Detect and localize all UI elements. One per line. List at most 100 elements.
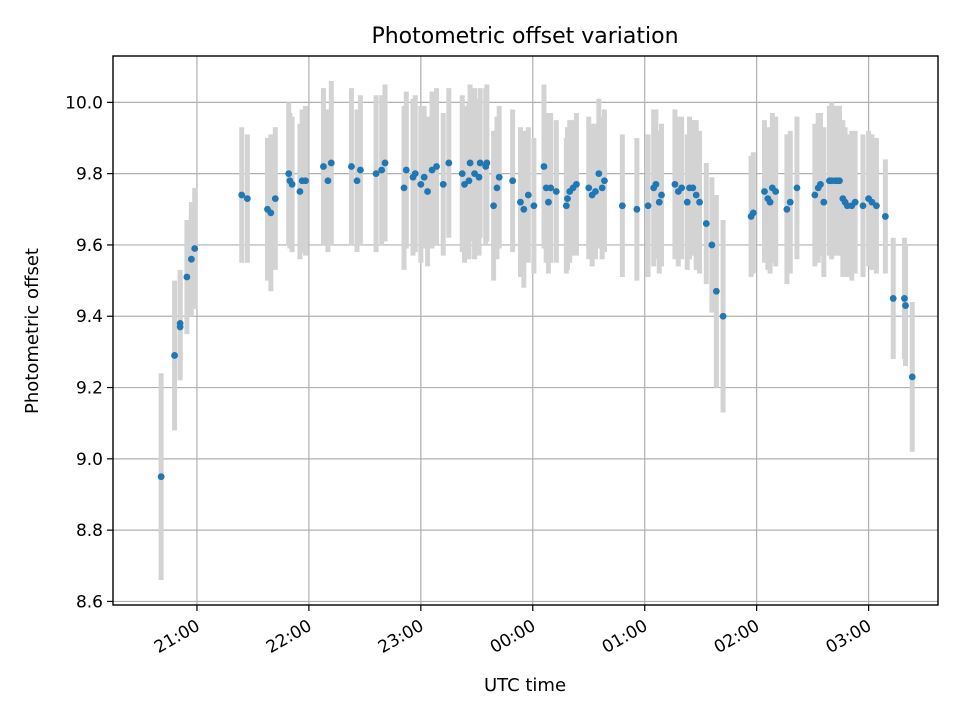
x-axis-label: UTC time [484,675,566,696]
data-point [327,159,335,167]
data-point [598,184,606,192]
chart-title: Photometric offset variation [371,24,678,49]
y-tick-label: 8.6 [76,592,103,612]
y-axis-label: Photometric offset [22,248,43,414]
y-tick-label: 9.6 [76,236,103,256]
data-point [372,170,380,178]
data-point [420,173,428,181]
data-point [881,213,889,220]
x-axis-ticks: 21:00 22:00 23:00 00:00 01:00 02:00 03:00 [151,605,875,658]
data-point [191,245,199,252]
data-point [552,188,560,195]
data-point [509,177,517,185]
x-tick-label: 01:00 [599,616,651,658]
y-tick-label: 9.0 [76,450,103,470]
error-bars [158,80,915,581]
data-point [820,198,828,206]
data-point [475,173,483,181]
data-point [564,195,571,202]
data-point [483,159,491,167]
data-point [696,198,703,206]
data-point [683,198,691,206]
data-points [157,159,916,481]
data-point [889,295,897,302]
data-point [517,198,524,206]
data-point [547,184,555,192]
data-point [836,177,843,185]
data-point [708,241,716,249]
data-point [267,209,275,217]
x-tick-label: 02:00 [711,616,763,658]
data-point [644,202,652,210]
data-point [288,180,296,188]
data-point [766,198,774,206]
data-point [402,166,410,174]
y-tick-label: 8.8 [76,521,103,541]
data-point [601,177,608,185]
y-tick-label: 9.8 [76,165,103,185]
data-point [658,191,665,199]
data-point [786,198,794,206]
data-point [901,295,908,302]
data-point [902,302,909,309]
data-point [433,163,440,170]
plot-frame [112,55,939,606]
data-point [749,209,757,217]
y-tick-label: 9.2 [76,379,103,399]
data-point [400,184,408,192]
data-point [320,163,327,170]
data-point [811,191,819,199]
data-point [495,173,503,181]
data-point [873,202,880,210]
data-point [302,177,309,185]
data-point [187,255,195,263]
data-point [783,205,791,213]
data-point [772,188,780,195]
data-point [176,319,184,327]
data-point [652,180,660,188]
data-point [761,188,768,195]
x-tick-label: 23:00 [375,616,427,658]
data-point [540,163,548,170]
data-point [595,170,603,178]
data-point [851,198,859,206]
data-point [271,195,279,202]
data-point [424,188,431,195]
data-point [592,188,599,195]
data-point [439,180,447,188]
y-tick-label: 10.0 [65,93,103,113]
data-point [445,159,453,167]
data-point [238,191,246,199]
x-tick-label: 00:00 [487,616,539,658]
data-point [908,373,916,381]
data-point [524,191,532,199]
data-point [353,177,361,185]
data-point [243,195,251,202]
data-point [183,273,191,281]
data-point [817,180,824,188]
data-point [157,473,165,481]
data-point [381,159,389,167]
data-point [493,184,501,192]
data-point [520,205,528,213]
data-point [573,180,580,188]
data-point [530,202,538,210]
y-axis-ticks: 8.6 8.8 9.0 9.2 9.4 9.6 9.8 10.0 [65,93,113,612]
data-point [296,188,304,195]
x-tick-label: 22:00 [263,616,315,658]
data-point [671,180,679,188]
data-point [324,177,332,185]
data-point [719,312,727,320]
x-tick-label: 21:00 [151,616,203,658]
data-point [458,170,466,178]
data-point [378,166,386,174]
data-point [490,202,497,210]
data-point [689,184,697,192]
data-point [618,202,626,210]
data-point [411,170,419,178]
data-point [171,352,178,359]
data-point [692,191,700,199]
data-point [655,198,663,206]
data-point [702,220,710,227]
